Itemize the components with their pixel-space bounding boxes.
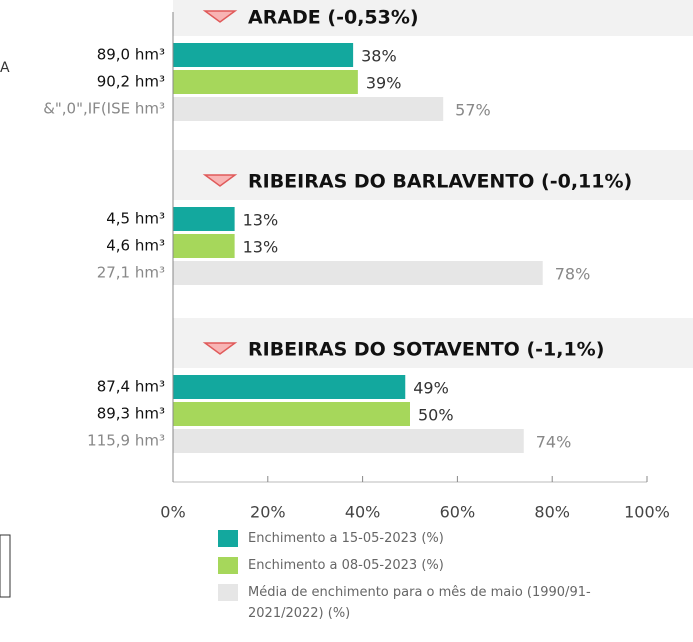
- legend-swatch: [218, 557, 238, 574]
- legend-swatch: [218, 530, 238, 547]
- value-label: 49%: [413, 379, 449, 398]
- volume-label: &",0",IF(ISE hm³: [43, 100, 165, 118]
- x-tick-label: 60%: [440, 503, 476, 522]
- legend-item: Média de enchimento para o mês de maio (…: [218, 584, 648, 624]
- group-title: ARADE (-0,53%): [248, 7, 419, 29]
- legend-label: Enchimento a 15-05-2023 (%): [248, 531, 444, 546]
- volume-label: 89,0 hm³: [97, 46, 165, 64]
- group-title: RIBEIRAS DO BARLAVENTO (-0,11%): [248, 171, 632, 193]
- x-tick-label: 20%: [250, 503, 286, 522]
- value-label: 57%: [455, 101, 491, 120]
- legend-item: Enchimento a 15-05-2023 (%): [218, 530, 648, 549]
- value-label: 38%: [361, 47, 397, 66]
- trend-icon: [202, 342, 238, 355]
- bar: [173, 429, 524, 453]
- legend-label: Enchimento a 08-05-2023 (%): [248, 558, 444, 573]
- volume-label: 4,6 hm³: [106, 237, 165, 255]
- trend-icon: [202, 174, 238, 187]
- legend-swatch: [218, 584, 238, 601]
- group-band: [173, 150, 693, 200]
- value-label: 74%: [536, 433, 572, 452]
- volume-label: 90,2 hm³: [97, 73, 165, 91]
- fragment: A: [0, 60, 10, 76]
- group-band: [173, 0, 693, 36]
- volume-label: 89,3 hm³: [97, 405, 165, 423]
- bar: [173, 261, 543, 285]
- group-title: RIBEIRAS DO SOTAVENTO (-1,1%): [248, 339, 604, 361]
- bar: [173, 375, 406, 399]
- bar: [173, 207, 235, 231]
- volume-label: 27,1 hm³: [97, 264, 165, 282]
- volume-label: 115,9 hm³: [87, 432, 165, 450]
- trend-icon: [202, 10, 238, 23]
- bar: [173, 70, 358, 94]
- value-label: 13%: [243, 238, 279, 257]
- x-tick-label: 100%: [624, 503, 670, 522]
- group-band: [173, 318, 693, 368]
- value-label: 13%: [243, 211, 279, 230]
- bar: [173, 402, 410, 426]
- x-tick-label: 40%: [345, 503, 381, 522]
- bar: [173, 97, 444, 121]
- value-label: 39%: [366, 74, 402, 93]
- x-tick-label: 0%: [160, 503, 185, 522]
- value-label: 50%: [418, 406, 454, 425]
- value-label: 78%: [555, 265, 591, 284]
- bar: [173, 234, 235, 258]
- legend-label: Média de enchimento para o mês de maio (…: [248, 585, 591, 621]
- volume-label: 4,5 hm³: [106, 210, 165, 228]
- volume-label: 87,4 hm³: [97, 378, 165, 396]
- legend-item: Enchimento a 08-05-2023 (%): [218, 557, 648, 576]
- bar: [173, 43, 354, 67]
- legend: Enchimento a 15-05-2023 (%) Enchimento a …: [218, 530, 648, 632]
- side-box: [0, 534, 11, 598]
- x-tick-label: 80%: [534, 503, 570, 522]
